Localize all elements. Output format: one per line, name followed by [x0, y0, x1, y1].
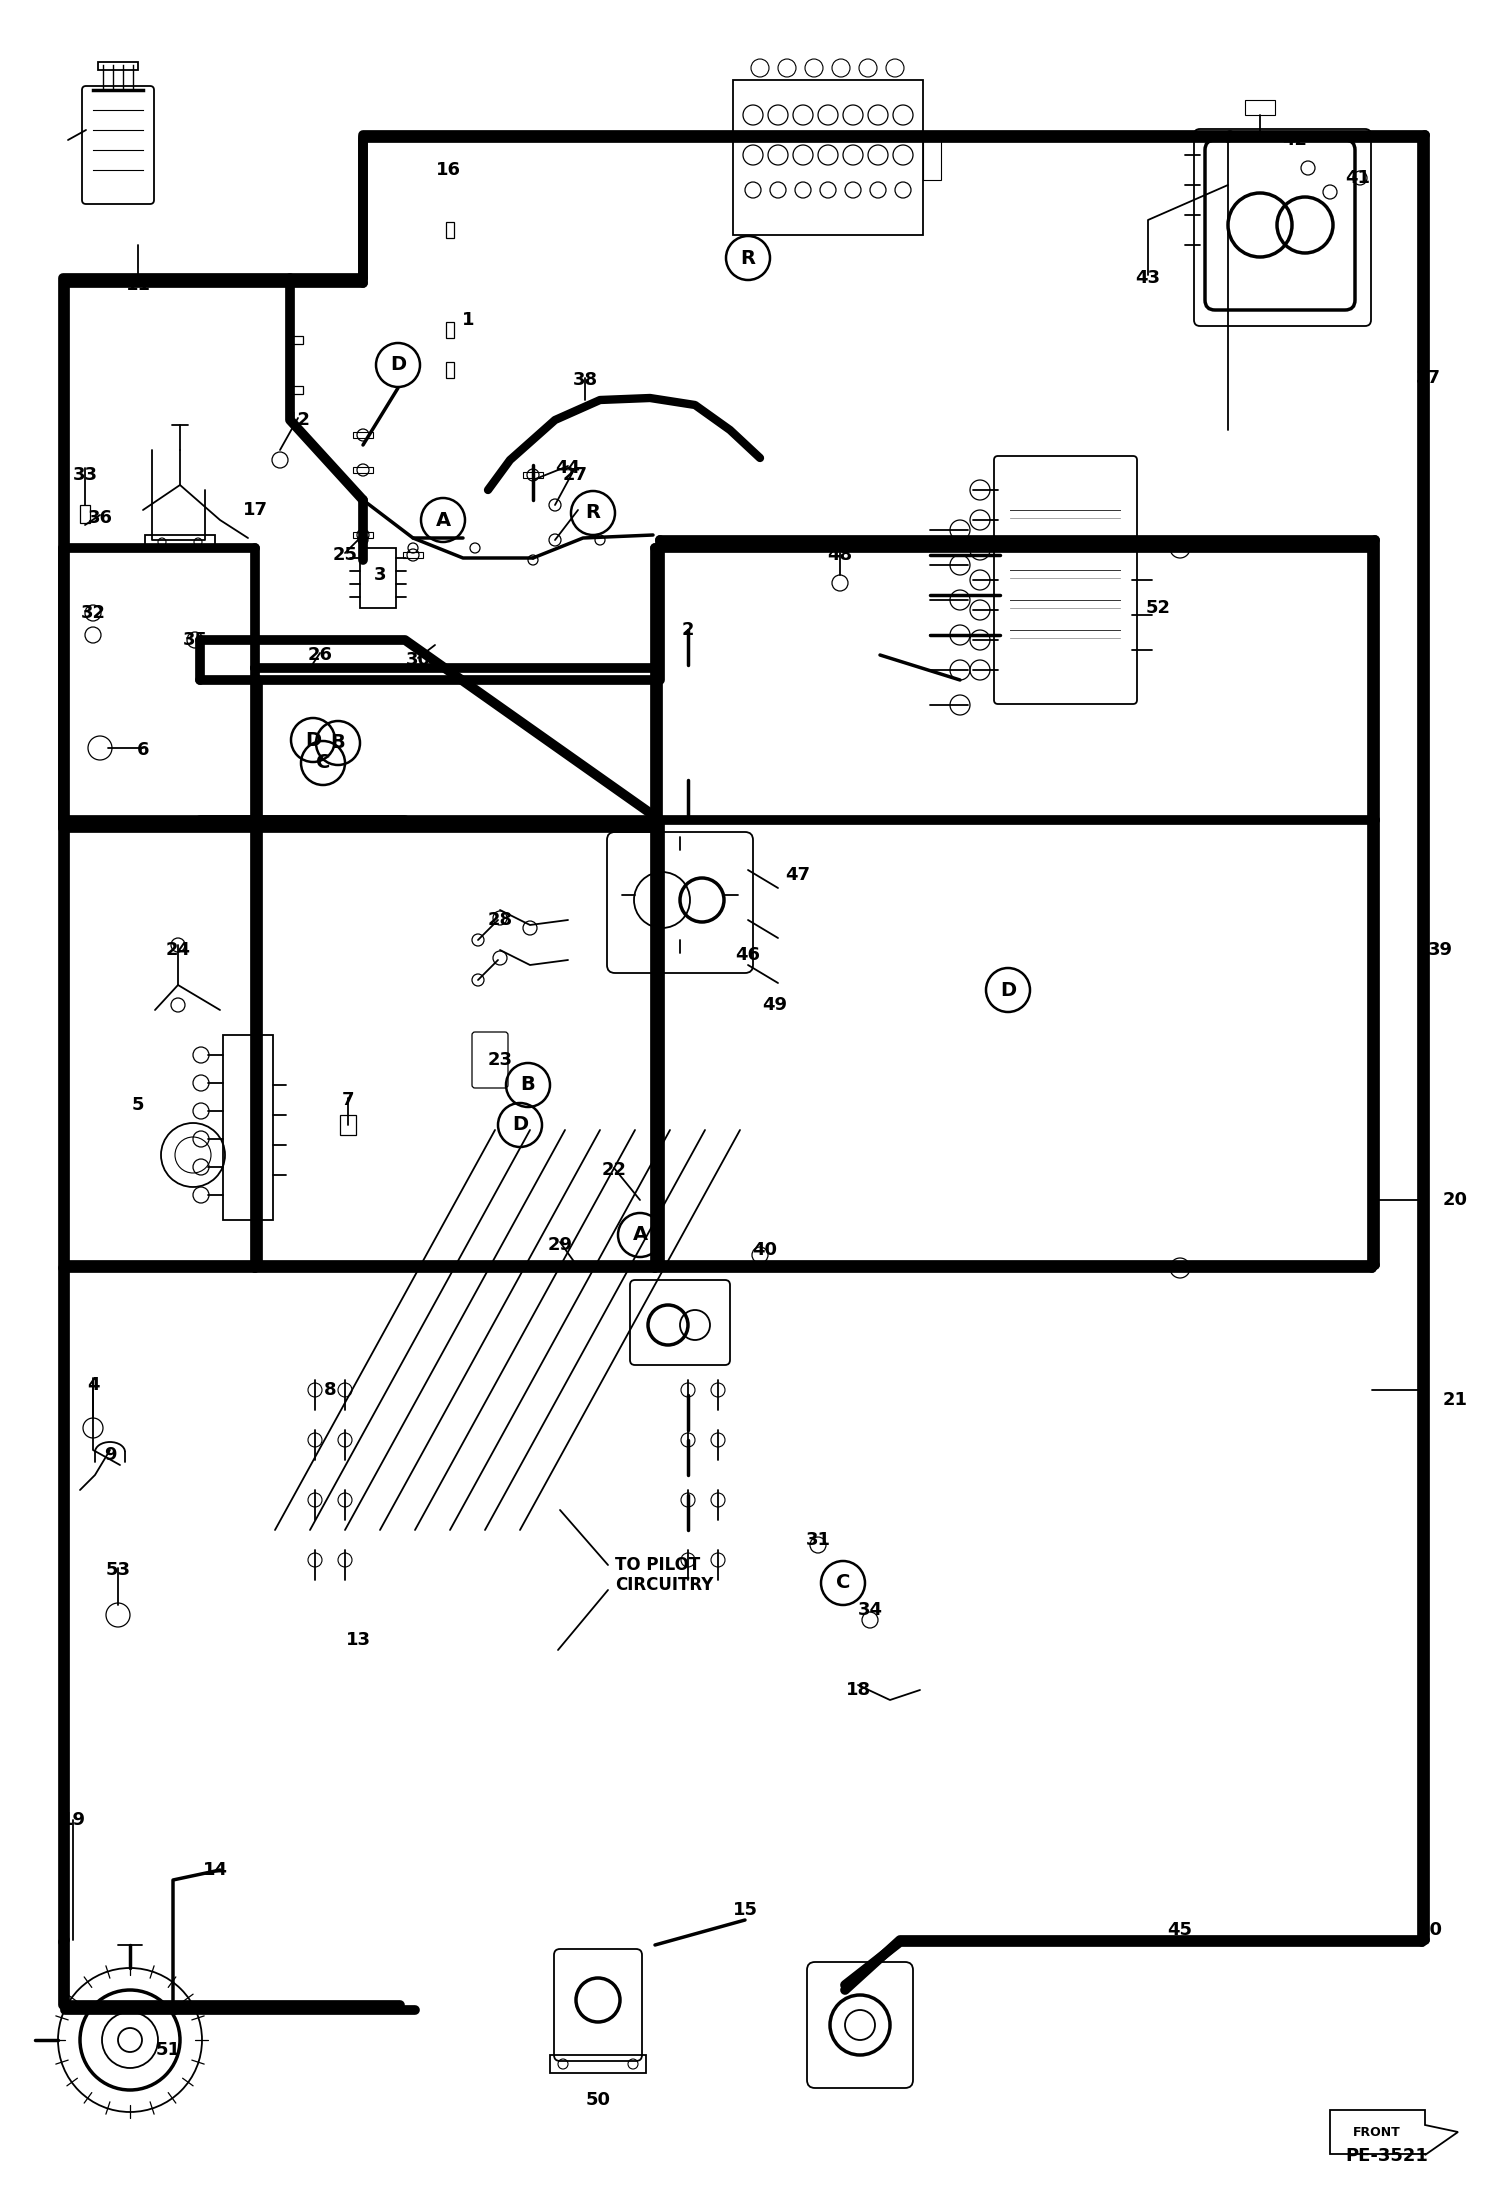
- Text: 2: 2: [682, 621, 694, 638]
- Text: 7: 7: [342, 1090, 354, 1110]
- Text: 14: 14: [202, 1862, 228, 1879]
- Text: 51: 51: [156, 2042, 180, 2059]
- Bar: [360, 548, 395, 607]
- Bar: [446, 221, 454, 239]
- Text: 8: 8: [324, 1382, 337, 1399]
- Text: 29: 29: [547, 1237, 572, 1254]
- Bar: [340, 1114, 357, 1136]
- Text: A: A: [632, 1226, 647, 1243]
- Bar: [288, 336, 303, 344]
- Bar: [523, 471, 542, 478]
- Bar: [97, 61, 138, 70]
- Text: D: D: [389, 355, 406, 375]
- Text: 37: 37: [1416, 368, 1441, 386]
- Bar: [79, 504, 90, 522]
- Text: D: D: [512, 1116, 529, 1134]
- Text: 16: 16: [436, 160, 460, 180]
- Bar: [550, 2055, 646, 2072]
- Text: 38: 38: [572, 371, 598, 388]
- Text: 10: 10: [1417, 1921, 1443, 1939]
- Text: 23: 23: [487, 1050, 512, 1068]
- Text: 52: 52: [1146, 599, 1170, 616]
- Text: 5: 5: [132, 1096, 144, 1114]
- Text: 1: 1: [461, 311, 475, 329]
- Text: FRONT: FRONT: [1353, 2125, 1401, 2138]
- Text: B: B: [521, 1075, 535, 1094]
- Text: 48: 48: [827, 546, 852, 564]
- Text: 9: 9: [103, 1445, 117, 1465]
- Text: 22: 22: [602, 1160, 626, 1180]
- Text: 15: 15: [733, 1901, 758, 1919]
- Text: 13: 13: [346, 1632, 370, 1649]
- Text: 43: 43: [1135, 270, 1161, 287]
- Bar: [223, 1035, 273, 1219]
- Text: C: C: [836, 1575, 851, 1592]
- Text: 53: 53: [105, 1561, 130, 1579]
- Text: 25: 25: [333, 546, 358, 564]
- Text: 36: 36: [87, 509, 112, 526]
- Bar: [145, 535, 216, 550]
- Text: 44: 44: [556, 458, 581, 478]
- Text: 50: 50: [586, 2090, 611, 2110]
- Text: 42: 42: [1282, 132, 1308, 149]
- Bar: [1245, 101, 1275, 114]
- Text: 32: 32: [81, 603, 105, 623]
- Text: 46: 46: [736, 945, 761, 965]
- Text: 17: 17: [243, 500, 268, 520]
- Text: A: A: [436, 511, 451, 529]
- Bar: [446, 322, 454, 338]
- Text: 47: 47: [785, 866, 810, 884]
- Text: R: R: [586, 504, 601, 522]
- Text: 39: 39: [1428, 941, 1453, 958]
- Text: 20: 20: [1443, 1191, 1468, 1208]
- Text: 41: 41: [1345, 169, 1371, 186]
- Bar: [354, 467, 373, 474]
- Text: 4: 4: [87, 1375, 99, 1395]
- Text: 35: 35: [183, 632, 208, 649]
- Text: 33: 33: [72, 465, 97, 485]
- Text: 21: 21: [1443, 1390, 1468, 1408]
- Bar: [923, 140, 941, 180]
- Bar: [354, 432, 373, 439]
- Text: 12: 12: [286, 410, 310, 430]
- Bar: [288, 386, 303, 395]
- Text: 27: 27: [563, 465, 587, 485]
- Text: PE-3521: PE-3521: [1345, 2147, 1428, 2164]
- Bar: [446, 362, 454, 377]
- Text: 26: 26: [307, 647, 333, 664]
- Bar: [403, 553, 422, 557]
- Text: 30: 30: [406, 651, 430, 669]
- Bar: [354, 533, 373, 537]
- Text: 24: 24: [165, 941, 190, 958]
- Text: 6: 6: [136, 741, 150, 759]
- Text: D: D: [1001, 980, 1016, 1000]
- Text: 40: 40: [752, 1241, 777, 1259]
- Text: 3: 3: [373, 566, 386, 583]
- Text: 49: 49: [762, 996, 788, 1013]
- Text: B: B: [331, 732, 346, 752]
- Text: 45: 45: [1167, 1921, 1192, 1939]
- Text: TO PILOT
CIRCUITRY: TO PILOT CIRCUITRY: [616, 1555, 713, 1594]
- Bar: [733, 79, 923, 235]
- Text: 31: 31: [806, 1531, 830, 1548]
- Text: C: C: [316, 754, 330, 772]
- Text: 34: 34: [857, 1601, 882, 1618]
- Text: 19: 19: [60, 1811, 85, 1829]
- Text: D: D: [306, 730, 321, 750]
- Text: R: R: [740, 248, 755, 268]
- Text: 18: 18: [845, 1682, 870, 1700]
- Text: 11: 11: [126, 276, 150, 294]
- Text: 28: 28: [487, 910, 512, 930]
